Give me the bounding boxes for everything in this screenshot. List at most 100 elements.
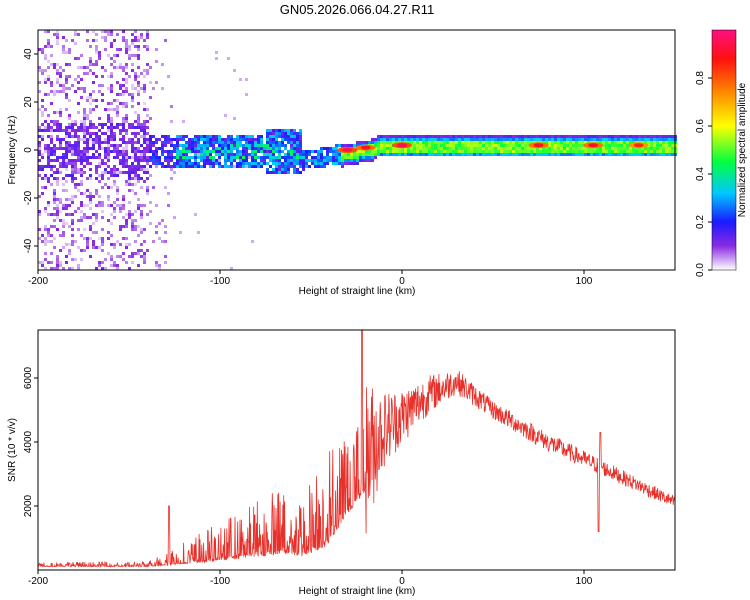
spectrogram-cell bbox=[458, 150, 461, 153]
spectrogram-cell bbox=[371, 141, 374, 144]
spectrogram-cell bbox=[92, 99, 95, 102]
spectrogram-cell bbox=[578, 147, 581, 150]
spectrogram-cell bbox=[68, 48, 71, 51]
spectrogram-cell bbox=[137, 165, 140, 168]
spectrogram-cell bbox=[644, 138, 647, 141]
spectrogram-cell bbox=[278, 165, 281, 168]
spectrogram-cell bbox=[206, 135, 209, 138]
spectrogram-cell bbox=[515, 153, 518, 156]
spectrogram-cell bbox=[125, 144, 128, 147]
spectrogram-cell bbox=[242, 159, 245, 162]
spectrogram-cell bbox=[110, 186, 113, 189]
spectrogram-cell bbox=[116, 114, 119, 117]
spectrogram-cell bbox=[251, 150, 254, 153]
spectrogram-cell bbox=[230, 147, 233, 150]
spectrogram-cell bbox=[125, 42, 128, 45]
spectrogram-cell bbox=[269, 159, 272, 162]
spectrogram-x-axis-label: Height of straight line (km) bbox=[299, 286, 416, 297]
spectrogram-cell bbox=[509, 150, 512, 153]
spectrogram-cell bbox=[125, 51, 128, 54]
spectrogram-cell bbox=[134, 171, 137, 174]
spectrogram-cell bbox=[590, 135, 593, 138]
spectrogram-cell bbox=[119, 228, 122, 231]
spectrogram-cell bbox=[50, 147, 53, 150]
spectrogram-cell bbox=[476, 144, 479, 147]
spectrogram-cell bbox=[563, 153, 566, 156]
spectrogram-cell bbox=[80, 168, 83, 171]
spectrogram-cell bbox=[455, 144, 458, 147]
spectrogram-cell bbox=[107, 252, 110, 255]
spectrogram-cell bbox=[83, 126, 86, 129]
spectrogram-cell bbox=[119, 123, 122, 126]
spectrogram-cell bbox=[146, 48, 149, 51]
spectrogram-cell bbox=[83, 108, 86, 111]
spectrogram-cell bbox=[71, 126, 74, 129]
spectrogram-cell bbox=[497, 144, 500, 147]
spectrogram-cell bbox=[266, 132, 269, 135]
spectrogram-cell bbox=[104, 132, 107, 135]
spectrogram-cell bbox=[500, 147, 503, 150]
spectrogram-cell bbox=[551, 135, 554, 138]
spectrogram-cell bbox=[197, 144, 200, 147]
spectrogram-cell bbox=[47, 228, 50, 231]
spectrogram-cell bbox=[227, 147, 230, 150]
spectrogram-cell bbox=[86, 138, 89, 141]
spectrogram-cell bbox=[62, 159, 65, 162]
spectrogram-cell bbox=[383, 135, 386, 138]
spectrogram-cell bbox=[515, 144, 518, 147]
spectrogram-cell bbox=[113, 66, 116, 69]
spectrogram-cell bbox=[131, 132, 134, 135]
spectrogram-cell bbox=[53, 219, 56, 222]
spectrogram-cell bbox=[497, 141, 500, 144]
spectrogram-cell bbox=[119, 132, 122, 135]
spectrogram-cell bbox=[314, 159, 317, 162]
spectrogram-cell bbox=[362, 153, 365, 156]
spectrogram-cell bbox=[260, 162, 263, 165]
colorbar-ticks: 0.00.20.40.60.8 bbox=[695, 71, 712, 277]
spectrogram-cell bbox=[116, 147, 119, 150]
spectrogram-cell bbox=[455, 141, 458, 144]
spectrogram-cell bbox=[614, 153, 617, 156]
spectrogram-cell bbox=[620, 135, 623, 138]
spectrogram-cell bbox=[287, 156, 290, 159]
spectrogram-cell bbox=[647, 153, 650, 156]
spectrogram-cell bbox=[314, 162, 317, 165]
spectrogram-cell bbox=[527, 141, 530, 144]
spectrogram-cell bbox=[47, 60, 50, 63]
spectrogram-cell bbox=[629, 153, 632, 156]
spectrogram-cell bbox=[251, 141, 254, 144]
spectrogram-cell bbox=[104, 153, 107, 156]
spectrogram-cell bbox=[119, 48, 122, 51]
spectrogram-cell bbox=[434, 135, 437, 138]
spectrogram-cell bbox=[551, 150, 554, 153]
spectrogram-cell bbox=[311, 150, 314, 153]
spectrogram-cell bbox=[101, 243, 104, 246]
spectrogram-cell bbox=[50, 45, 53, 48]
spectrogram-cell bbox=[128, 54, 131, 57]
spectrogram-cell bbox=[269, 144, 272, 147]
spectrogram-cell bbox=[125, 171, 128, 174]
spectrogram-cell bbox=[539, 138, 542, 141]
spectrogram-cell bbox=[539, 150, 542, 153]
spectrogram-cell bbox=[425, 144, 428, 147]
spectrogram-cell bbox=[266, 162, 269, 165]
spectrogram-cell bbox=[53, 198, 56, 201]
spectrogram-cell bbox=[431, 138, 434, 141]
spectrogram-cell bbox=[656, 138, 659, 141]
spectrogram-cell bbox=[251, 240, 254, 243]
spectrogram-cell bbox=[614, 138, 617, 141]
spectrogram-cell bbox=[209, 144, 212, 147]
spectrogram-cell bbox=[194, 138, 197, 141]
spectrogram-cell bbox=[110, 135, 113, 138]
spectrogram-cell bbox=[443, 150, 446, 153]
colorbar-tick-label: 0.0 bbox=[695, 263, 706, 277]
spectrogram-cell bbox=[143, 126, 146, 129]
spectrogram-cell bbox=[143, 228, 146, 231]
spectrogram-cell bbox=[305, 162, 308, 165]
spectrogram-cell bbox=[101, 84, 104, 87]
spectrogram-cell bbox=[230, 162, 233, 165]
spectrogram-cell bbox=[146, 156, 149, 159]
y-tick-label: 0 bbox=[23, 147, 34, 153]
colorbar-tick-label: 0.4 bbox=[695, 167, 706, 181]
spectrogram-cell bbox=[395, 150, 398, 153]
